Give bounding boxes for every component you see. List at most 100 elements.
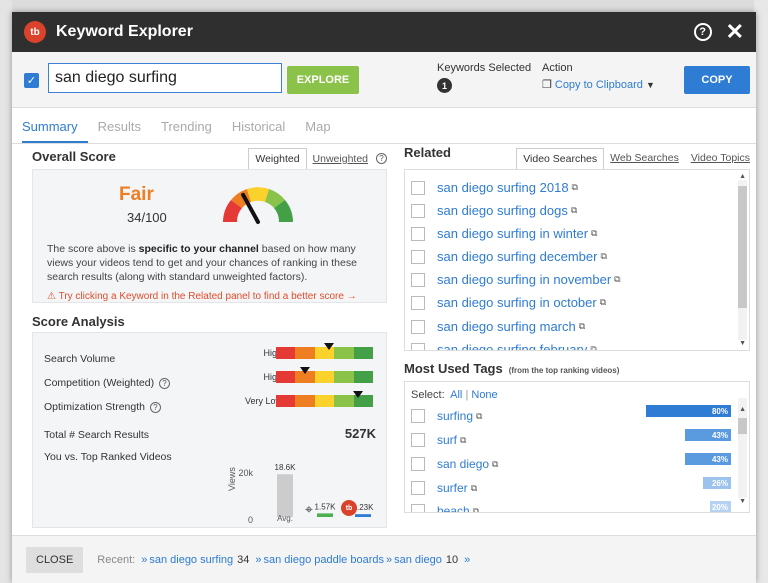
- external-link-icon[interactable]: ⧉: [578, 321, 586, 331]
- related-checkbox[interactable]: [411, 180, 425, 195]
- external-link-icon[interactable]: ⧉: [476, 410, 483, 421]
- help-icon[interactable]: ?: [159, 378, 171, 389]
- related-item[interactable]: san diego surfing dogs ⧉: [411, 203, 577, 218]
- tag-label[interactable]: beach: [437, 504, 470, 513]
- tag-label[interactable]: san diego: [437, 457, 490, 471]
- tubebuddy-logo-icon: tb: [341, 500, 357, 516]
- related-item-label[interactable]: san diego surfing 2018: [437, 180, 569, 195]
- external-link-icon[interactable]: ⧉: [460, 434, 467, 445]
- related-checkbox[interactable]: [411, 203, 425, 218]
- external-link-icon[interactable]: ⧉: [590, 344, 597, 351]
- external-link-icon[interactable]: ⧉: [472, 505, 480, 513]
- related-item[interactable]: san diego surfing in winter ⧉: [411, 226, 597, 241]
- tag-bar: 43%: [685, 453, 731, 465]
- tab-trending[interactable]: Trending: [160, 119, 212, 134]
- tag-checkbox[interactable]: [411, 504, 425, 512]
- external-link-icon[interactable]: ⧉: [571, 182, 578, 192]
- tag-checkbox[interactable]: [411, 409, 425, 423]
- related-item[interactable]: san diego surfing in november ⧉: [411, 272, 621, 287]
- related-item-label[interactable]: san diego surfing dogs: [437, 203, 568, 218]
- action-dropdown[interactable]: ❐ Copy to Clipboard ▼: [542, 78, 655, 92]
- copy-button[interactable]: COPY: [684, 66, 750, 94]
- scroll-up-icon[interactable]: ▲: [739, 173, 746, 180]
- tag-item[interactable]: beach ⧉: [411, 504, 480, 513]
- select-all-link[interactable]: All: [450, 389, 463, 401]
- related-item[interactable]: san diego surfing february ⧉: [411, 342, 597, 351]
- external-link-icon[interactable]: ⧉: [470, 482, 478, 493]
- related-item[interactable]: san diego surfing in october ⧉: [411, 295, 606, 310]
- recent-link[interactable]: san diego paddle boards: [263, 553, 384, 566]
- related-item-label[interactable]: san diego surfing december: [437, 249, 598, 264]
- tab-summary[interactable]: Summary: [22, 119, 88, 143]
- scroll-down-icon[interactable]: ▼: [739, 498, 746, 505]
- tag-checkbox[interactable]: [411, 481, 425, 495]
- explore-button[interactable]: EXPLORE: [287, 66, 359, 94]
- close-button[interactable]: CLOSE: [26, 546, 84, 573]
- related-item[interactable]: san diego surfing march ⧉: [411, 319, 585, 334]
- views-comparison-chart: Views 20k 0 18.6K Avg. 1.57K 1.23K: [227, 463, 374, 523]
- scroll-up-icon[interactable]: ▲: [739, 406, 746, 413]
- external-link-icon[interactable]: ⧉: [614, 274, 621, 284]
- tab-map[interactable]: Map: [305, 119, 331, 134]
- tag-bar-track: 80%: [646, 405, 731, 417]
- action-value: Copy to Clipboard: [554, 78, 643, 91]
- window-title: Keyword Explorer: [56, 23, 193, 40]
- keyword-explorer-modal: tb Keyword Explorer ? ✕ ✓ EXPLORE Keywor…: [12, 12, 756, 583]
- chart-bar-value: 18.6K: [275, 463, 297, 472]
- related-item[interactable]: san diego surfing december ⧉: [411, 249, 607, 264]
- related-checkbox[interactable]: [411, 295, 425, 310]
- related-item-label[interactable]: san diego surfing february: [437, 342, 588, 351]
- related-checkbox[interactable]: [411, 342, 425, 350]
- keyword-checkbox[interactable]: ✓: [24, 73, 39, 88]
- related-scrollbar-thumb[interactable]: [738, 186, 747, 308]
- tags-scrollbar[interactable]: [738, 398, 747, 498]
- gauge-segment-green: [274, 200, 293, 222]
- related-item-label[interactable]: san diego surfing in november: [437, 272, 612, 287]
- related-checkbox[interactable]: [411, 319, 425, 334]
- help-icon[interactable]: ?: [376, 153, 387, 164]
- external-link-icon[interactable]: ⧉: [570, 205, 578, 215]
- tab-results[interactable]: Results: [97, 119, 141, 134]
- tab-web-searches[interactable]: Web Searches: [610, 152, 679, 164]
- external-link-icon[interactable]: ⧉: [600, 251, 607, 261]
- related-item-label[interactable]: san diego surfing march: [437, 319, 576, 334]
- tag-checkbox[interactable]: [411, 457, 425, 471]
- tag-item[interactable]: surf ⧉: [411, 433, 466, 447]
- related-item-label[interactable]: san diego surfing in october: [437, 295, 597, 310]
- select-none-link[interactable]: None: [471, 389, 498, 401]
- help-icon[interactable]: ?: [693, 23, 712, 41]
- external-link-icon[interactable]: ⧉: [591, 228, 598, 238]
- overall-score-title: Overall Score: [32, 149, 116, 164]
- recent-link[interactable]: san diego: [394, 553, 442, 566]
- tubebuddy-logo-icon: tb: [24, 21, 46, 43]
- tab-weighted[interactable]: Weighted: [248, 148, 307, 169]
- tag-label[interactable]: surfing: [437, 409, 474, 423]
- score-desc-post: based on how many views your videos tend…: [47, 243, 357, 284]
- tab-video-searches[interactable]: Video Searches: [516, 148, 605, 169]
- tag-label[interactable]: surf: [437, 433, 458, 447]
- keywords-selected-label: Keywords Selected: [437, 62, 532, 74]
- related-item-label[interactable]: san diego surfing in winter: [437, 226, 589, 241]
- external-link-icon[interactable]: ⧉: [492, 458, 499, 469]
- scroll-down-icon[interactable]: ▼: [739, 340, 746, 347]
- keyword-input[interactable]: [48, 63, 282, 93]
- related-checkbox[interactable]: [411, 272, 425, 287]
- crosshair-icon: ⌖: [305, 501, 313, 517]
- tab-unweighted[interactable]: Unweighted: [312, 152, 368, 165]
- footer-bar: CLOSE Recent: » san diego surfing 34 » s…: [12, 535, 756, 583]
- help-icon[interactable]: ?: [149, 402, 161, 413]
- tag-label[interactable]: surfer: [437, 481, 468, 495]
- tag-item[interactable]: surfer ⧉: [411, 481, 477, 495]
- recent-link[interactable]: san diego surfing: [149, 553, 234, 566]
- tag-item[interactable]: san diego ⧉: [411, 457, 498, 471]
- tag-checkbox[interactable]: [411, 433, 425, 447]
- tag-item[interactable]: surfing ⧉: [411, 409, 482, 423]
- tab-video-topics[interactable]: Video Topics: [690, 152, 750, 164]
- tags-scrollbar-thumb[interactable]: [738, 418, 747, 434]
- close-icon[interactable]: ✕: [725, 19, 744, 44]
- tab-historical[interactable]: Historical: [231, 119, 286, 134]
- related-checkbox[interactable]: [411, 226, 425, 241]
- related-item[interactable]: san diego surfing 2018 ⧉: [411, 180, 578, 195]
- external-link-icon[interactable]: ⧉: [599, 297, 607, 307]
- related-checkbox[interactable]: [411, 249, 425, 264]
